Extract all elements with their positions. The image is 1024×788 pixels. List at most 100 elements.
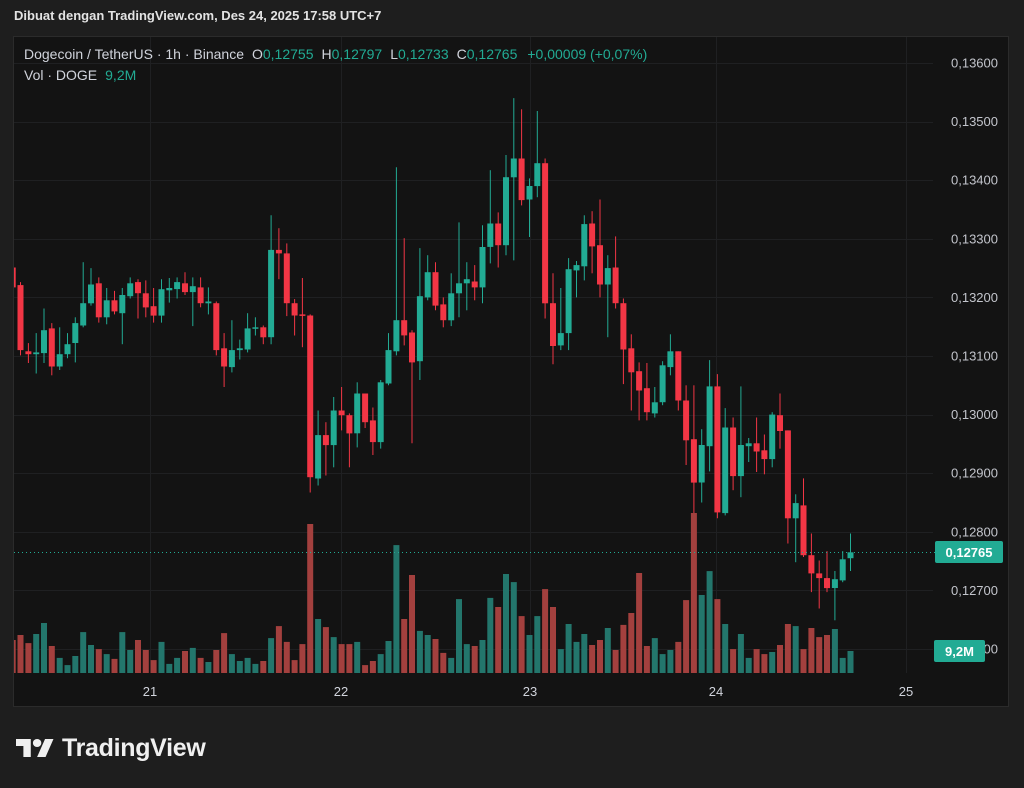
symbol-title[interactable]: Dogecoin / TetherUS · 1h · Binance [24,46,244,62]
candle-down [14,267,16,288]
volume-bar [197,657,204,673]
volume-bar [64,665,71,673]
volume-bar [48,646,55,673]
brand-name: TradingView [62,733,206,762]
candle-up [354,382,361,448]
volume-bar [706,571,713,673]
price-axis[interactable]: 0,13600 0,13500 0,13400 0,13300 0,13200 0,131… [951,56,998,657]
volume-bar [283,641,290,673]
volume-indicator-title[interactable]: Vol · DOGE [24,67,98,83]
current-price-badge: 0,12765 [935,541,1003,563]
candle-up [330,397,337,468]
candle-down [299,278,306,348]
candle-body [330,410,337,446]
candle-body [542,163,549,304]
volume-bar [393,545,400,673]
volume-bar [80,632,87,673]
volume-bar [72,656,79,673]
candle-up [565,258,572,351]
snapshot-watermark: Dibuat dengan TradingView.com, Des 24, 2… [14,8,382,23]
volume-bar [275,626,282,673]
candle-up [722,408,729,516]
candle-down [291,299,298,336]
volume-bar [17,635,24,673]
candle-body [362,393,369,423]
volume-bar [816,637,823,673]
volume-bar [698,595,705,673]
candle-body [275,249,282,254]
candle-body [777,415,783,431]
candle-body [816,573,823,579]
volume-bar [636,573,643,673]
candle-body [456,283,462,294]
candle-up [33,333,40,374]
candle-down [542,158,549,319]
candle-body [291,303,298,316]
candle-up [581,215,588,281]
candle-body [41,330,47,354]
ohlc-low-value: 0,12733 [398,46,449,62]
candle-body [416,296,423,362]
candle-up [80,262,87,328]
candle-up [236,339,243,360]
candle-body [706,386,713,447]
candle-body [737,445,744,477]
candle-down [409,330,415,444]
candle-down [260,325,267,345]
candle-down [808,533,815,593]
volume-bar [448,657,455,673]
candle-body [761,450,768,460]
volume-bar [182,651,188,673]
candle-body [322,435,329,446]
candle-body [612,267,619,304]
candle-up [189,277,196,327]
volume-bar [158,641,165,673]
candle-up [651,387,658,418]
candle-up [228,320,235,373]
volume-bar [628,613,635,673]
candle-body [745,443,752,447]
candle-body [824,578,830,589]
price-axis-label: 0,13300 [951,231,998,246]
candle-down [369,407,376,455]
candle-down [636,362,643,421]
volume-bar [416,630,423,673]
volume-bar [330,637,337,673]
volume-bar [463,644,470,673]
volume-bar [487,597,494,673]
candle-up [737,386,744,498]
candle-body [72,323,79,343]
price-axis-label: 0,13600 [951,56,998,71]
candle-down [628,334,635,411]
volume-bar [127,650,134,673]
volume-bar [135,640,141,673]
candles [14,98,854,621]
candle-body [628,348,635,373]
candle-up [659,361,666,406]
volume-bar [291,660,298,673]
candle-down [777,393,783,449]
candle-down [17,282,24,356]
candle-up [103,288,110,325]
time-axis[interactable]: 21 22 23 24 25 [143,684,913,699]
ohlc-low: L0,12733 [390,44,448,65]
volume-bar [88,645,94,673]
candle-down [800,478,807,557]
volume-badge: 9,2M [934,640,985,662]
ohlc-high-label: H [321,46,332,62]
volume-bar [166,663,173,673]
candle-body [432,272,439,306]
candle-up [769,412,776,468]
volume-bar [722,624,729,673]
volume-bar [322,627,329,673]
volume-bar [150,660,157,673]
current-price-badge-bg [935,541,1003,563]
candle-body [667,351,674,368]
candle-down [401,238,408,346]
volume-bar [683,600,690,673]
volume-bar [495,607,502,673]
candle-body [111,300,118,312]
candle-body [651,402,658,414]
candle-down [816,560,823,609]
